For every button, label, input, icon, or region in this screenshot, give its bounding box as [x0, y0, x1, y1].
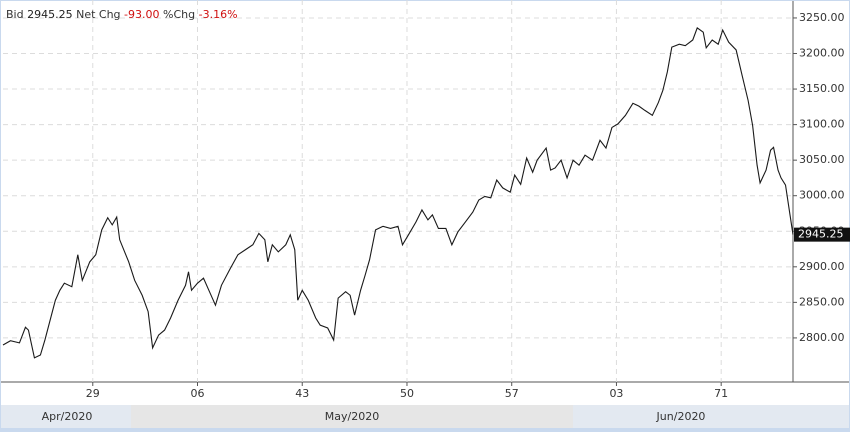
quote-header: Bid 2945.25 Net Chg -93.00 %Chg -3.16% — [6, 8, 238, 21]
y-tick-label: 3200.00 — [799, 47, 845, 60]
y-tick-label: 3050.00 — [799, 153, 845, 166]
x-tick-label: 57 — [505, 387, 519, 400]
bottom-strip — [0, 428, 850, 432]
last-price-box — [794, 227, 850, 242]
x-tick-label: 06 — [191, 387, 205, 400]
header-value: -3.16% — [199, 8, 238, 21]
plot — [2, 27, 794, 359]
price-line — [2, 27, 794, 359]
last-price-label: 2945.25 — [798, 228, 844, 241]
axes: 2800.002850.002900.002950.003000.003050.… — [86, 11, 850, 400]
grid — [3, 0, 793, 382]
month-label: May/2020 — [325, 410, 379, 423]
month-band — [131, 405, 573, 428]
y-tick-label: 3150.00 — [799, 82, 845, 95]
y-tick-label: 2800.00 — [799, 331, 845, 344]
header-value: 2945.25 — [27, 8, 73, 21]
x-tick-label: 43 — [295, 387, 309, 400]
month-band — [0, 405, 131, 428]
header-value: -93.00 — [124, 8, 159, 21]
header-label: Bid — [6, 8, 24, 21]
month-label: Apr/2020 — [42, 410, 93, 423]
y-tick-label: 3000.00 — [799, 189, 845, 202]
month-band — [573, 405, 850, 428]
y-tick-label: 2850.00 — [799, 295, 845, 308]
month-label: Jun/2020 — [656, 410, 706, 423]
header-label: %Chg — [163, 8, 195, 21]
x-tick-label: 29 — [86, 387, 100, 400]
y-tick-label: 2900.00 — [799, 260, 845, 273]
x-tick-label: 71 — [714, 387, 728, 400]
x-tick-label: 50 — [400, 387, 414, 400]
x-tick-label: 03 — [609, 387, 623, 400]
y-tick-label: 3250.00 — [799, 11, 845, 24]
y-tick-label: 3100.00 — [799, 118, 845, 131]
header-label: Net Chg — [76, 8, 120, 21]
